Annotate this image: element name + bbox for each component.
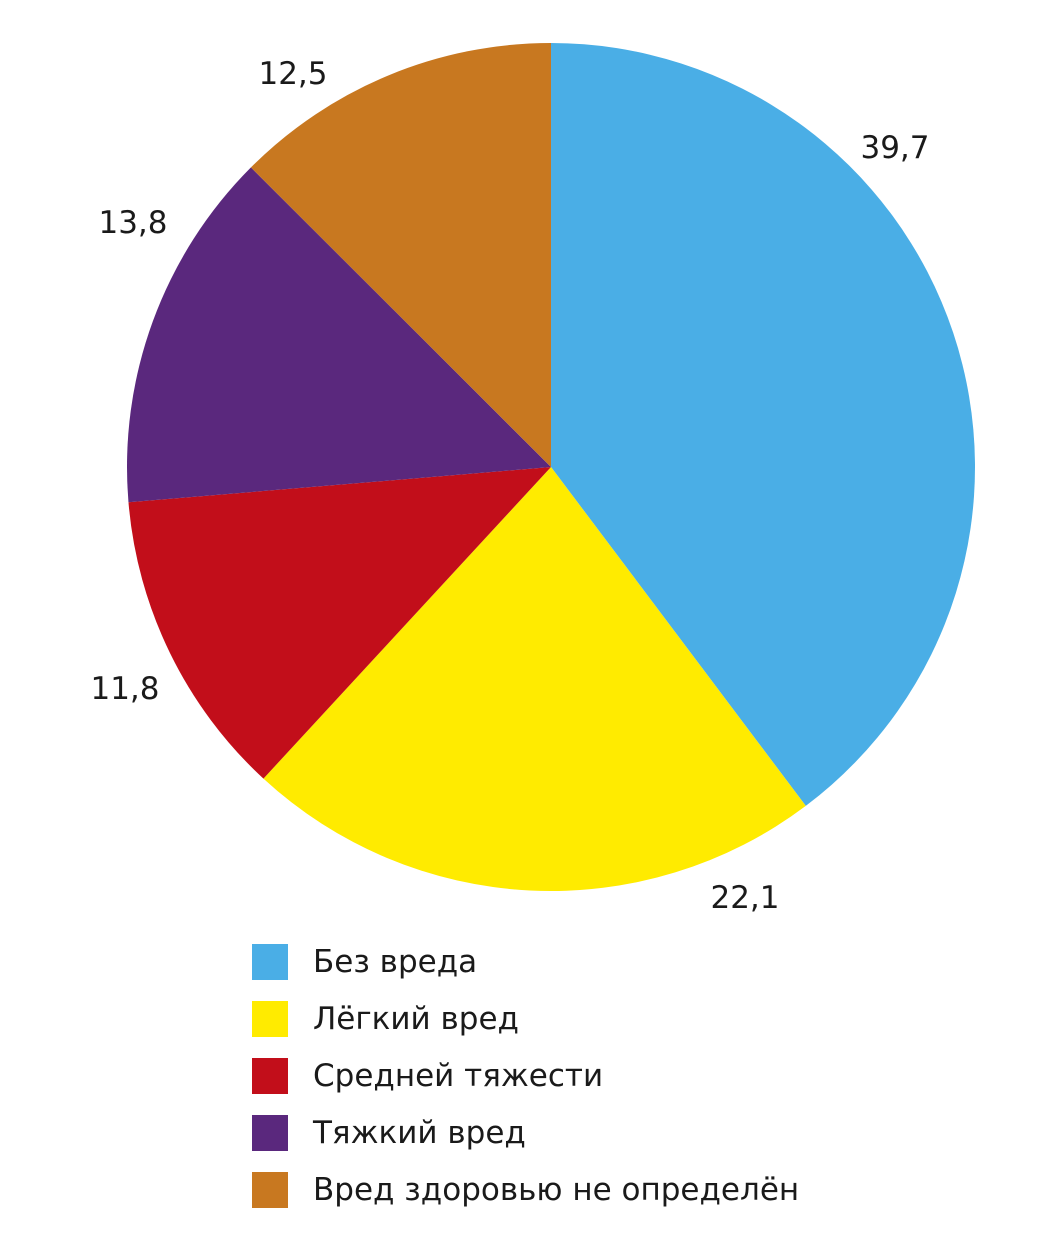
legend-label: Вред здоровью не определён: [313, 1171, 800, 1208]
data-label: 22,1: [710, 880, 779, 916]
pie-slice: [128, 467, 552, 779]
legend-label: Средней тяжести: [313, 1057, 604, 1094]
legend-label: Лёгкий вред: [313, 1000, 519, 1037]
legend-item-undetermined: Вред здоровью не определён: [252, 1161, 799, 1218]
pie-slice: [250, 42, 551, 468]
legend: Без вреда Лёгкий вред Средней тяжести Тя…: [252, 933, 799, 1218]
legend-label: Тяжкий вред: [313, 1114, 526, 1151]
legend-item-severe-harm: Тяжкий вред: [252, 1104, 799, 1161]
data-label: 39,7: [860, 130, 929, 166]
pie-slice: [551, 43, 975, 806]
legend-swatch: [252, 1057, 288, 1094]
legend-swatch: [252, 1114, 288, 1151]
pie-slice: [263, 467, 806, 892]
pie-slice: [127, 167, 552, 503]
legend-item-light-harm: Лёгкий вред: [252, 990, 799, 1047]
legend-swatch: [252, 1000, 288, 1037]
data-label: 13,8: [98, 205, 167, 241]
data-label: 12,5: [258, 56, 327, 92]
legend-item-no-harm: Без вреда: [252, 933, 799, 990]
legend-label: Без вреда: [313, 943, 478, 980]
legend-item-medium-harm: Средней тяжести: [252, 1047, 799, 1104]
data-label: 11,8: [90, 671, 159, 707]
pie-chart: 39,7 22,1 11,8 13,8 12,5: [90, 42, 975, 916]
legend-swatch: [252, 943, 288, 980]
legend-swatch: [252, 1171, 288, 1208]
